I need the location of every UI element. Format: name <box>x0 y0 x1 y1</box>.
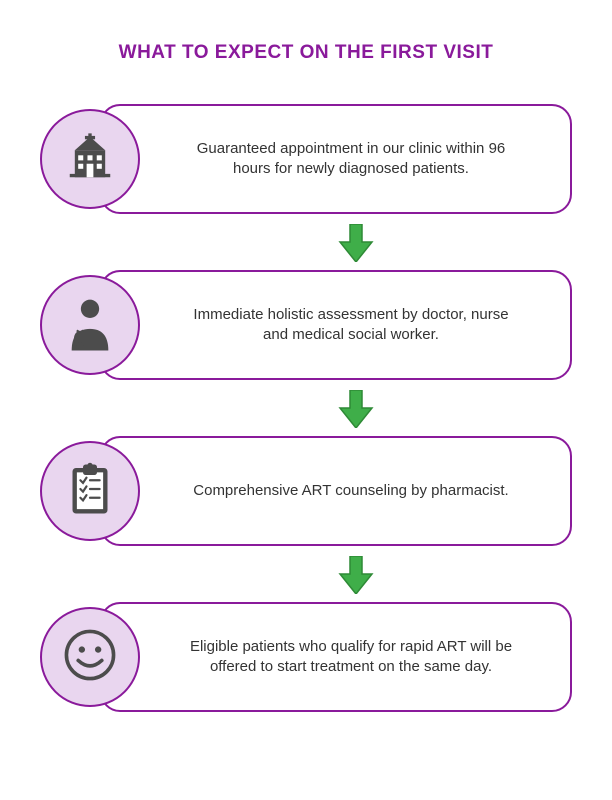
step-1-icon-circle <box>40 109 140 209</box>
smiley-icon <box>61 626 119 689</box>
arrow-2 <box>100 390 612 428</box>
step-2-card: Immediate holistic assessment by doctor,… <box>100 270 572 380</box>
arrow-down-icon <box>338 556 374 594</box>
hospital-icon <box>63 130 117 189</box>
step-4-card: Eligible patients who qualify for rapid … <box>100 602 572 712</box>
step-2-icon-circle <box>40 275 140 375</box>
steps-container: Guaranteed appointment in our clinic wit… <box>0 104 612 712</box>
arrow-down-icon <box>338 224 374 262</box>
clipboard-icon <box>67 461 113 522</box>
step-3-text: Comprehensive ART counseling by pharmaci… <box>193 481 508 501</box>
step-3-card: Comprehensive ART counseling by pharmaci… <box>100 436 572 546</box>
step-4-text: Eligible patients who qualify for rapid … <box>181 637 521 678</box>
step-1-text: Guaranteed appointment in our clinic wit… <box>181 139 521 180</box>
step-2-text: Immediate holistic assessment by doctor,… <box>181 305 521 346</box>
step-3-icon-circle <box>40 441 140 541</box>
arrow-1 <box>100 224 612 262</box>
step-2: Immediate holistic assessment by doctor,… <box>40 270 572 380</box>
step-4: Eligible patients who qualify for rapid … <box>40 602 572 712</box>
step-1-card: Guaranteed appointment in our clinic wit… <box>100 104 572 214</box>
step-1: Guaranteed appointment in our clinic wit… <box>40 104 572 214</box>
step-4-icon-circle <box>40 607 140 707</box>
doctor-icon <box>65 295 115 356</box>
arrow-3 <box>100 556 612 594</box>
step-3: Comprehensive ART counseling by pharmaci… <box>40 436 572 546</box>
page-title: WHAT TO EXPECT ON THE FIRST VISIT <box>0 0 612 64</box>
arrow-down-icon <box>338 390 374 428</box>
